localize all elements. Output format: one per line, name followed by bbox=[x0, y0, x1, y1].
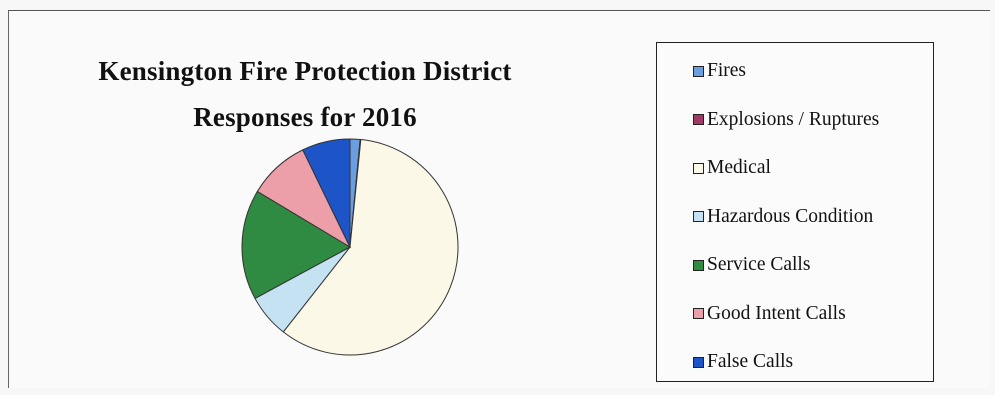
legend-label: Fires bbox=[707, 60, 746, 81]
legend-label: Explosions / Ruptures bbox=[707, 108, 880, 130]
legend-swatch bbox=[693, 114, 704, 125]
legend-item-false-calls: False Calls bbox=[693, 350, 793, 374]
legend-item-explosions-ruptures: Explosions / Ruptures bbox=[693, 108, 879, 132]
pie-slice-service-calls bbox=[241, 190, 352, 300]
pie-chart bbox=[241, 138, 459, 356]
chart-subtitle: Responses for 2016 bbox=[193, 102, 417, 132]
pie-slice-false-calls bbox=[302, 138, 351, 248]
legend-swatch bbox=[693, 356, 704, 368]
legend-label: Service Calls bbox=[707, 254, 811, 275]
legend-item-hazardous-condition: Hazardous Condition bbox=[693, 205, 873, 229]
legend-label: Good Intent Calls bbox=[707, 302, 846, 324]
pie-slice-medical bbox=[282, 138, 459, 356]
legend-swatch bbox=[693, 211, 704, 222]
legend-swatch bbox=[693, 308, 704, 319]
chart-legend: Fires Explosions / Ruptures Medical Hazardo… bbox=[656, 42, 934, 382]
legend-label: Hazardous Condition bbox=[707, 205, 874, 227]
legend-label: False Calls bbox=[707, 351, 794, 372]
legend-item-good-intent-calls: Good Intent Calls bbox=[693, 302, 846, 326]
legend-item-service-calls: Service Calls bbox=[693, 253, 810, 277]
legend-item-medical: Medical bbox=[693, 156, 771, 180]
legend-label: Medical bbox=[707, 157, 771, 178]
chart-title: Kensington Fire Protection District bbox=[98, 56, 512, 86]
legend-swatch bbox=[693, 162, 704, 174]
legend-swatch bbox=[693, 65, 704, 77]
legend-swatch bbox=[693, 259, 704, 271]
legend-item-fires: Fires bbox=[693, 59, 746, 83]
